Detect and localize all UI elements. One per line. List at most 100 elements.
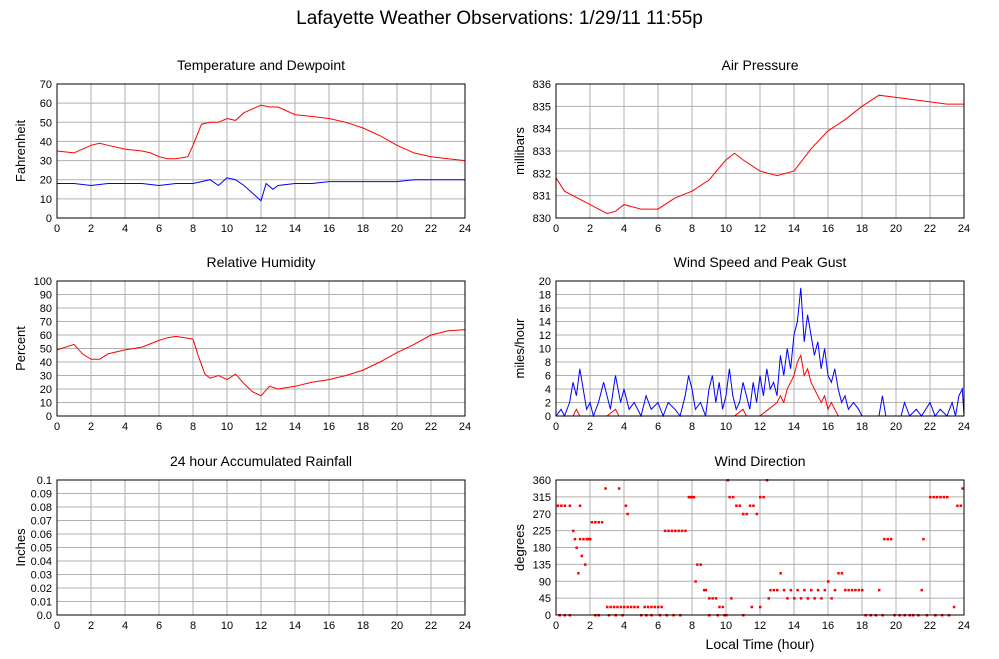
y-tick-label: 135: [533, 559, 551, 571]
data-point: [755, 512, 759, 516]
data-point: [759, 605, 762, 609]
y-tick-label: 60: [40, 98, 52, 110]
data-point: [752, 504, 755, 507]
y-tick-label: 0.02: [31, 583, 52, 595]
data-point: [952, 605, 956, 609]
data-point: [730, 597, 733, 600]
data-point: [803, 588, 806, 592]
data-point: [956, 504, 959, 507]
data-point: [589, 537, 592, 541]
y-tick-label: 0.01: [31, 597, 52, 609]
data-point: [609, 605, 612, 609]
data-point: [767, 597, 770, 600]
y-tick-label: 10: [40, 398, 52, 410]
y-axis-label: miles/hour: [512, 318, 527, 379]
data-point: [680, 529, 684, 533]
x-tick-label: 12: [255, 620, 267, 632]
x-tick-label: 8: [689, 223, 695, 235]
y-tick-label: 80: [40, 303, 52, 315]
x-tick-label: 4: [621, 421, 627, 433]
data-point: [597, 521, 600, 524]
x-tick-label: 0: [553, 620, 559, 632]
data-point: [583, 563, 587, 566]
data-point: [585, 537, 589, 541]
x-tick-label: 2: [88, 620, 94, 632]
x-tick-label: 10: [720, 620, 732, 632]
plot-frame: [555, 83, 965, 219]
data-point: [932, 495, 935, 499]
y-axis-label: millibars: [512, 127, 527, 175]
data-point: [578, 537, 582, 541]
data-point: [646, 605, 650, 609]
series-line-red: [556, 353, 964, 417]
data-point: [840, 572, 844, 575]
data-point: [577, 572, 580, 575]
x-tick-label: 16: [323, 223, 335, 235]
data-point: [692, 495, 696, 499]
x-tick-label: 0: [553, 223, 559, 235]
data-point: [816, 588, 820, 592]
y-tick-label: 20: [40, 384, 52, 396]
data-point: [619, 605, 623, 609]
x-tick-label: 22: [924, 620, 936, 632]
x-tick-label: 14: [788, 421, 800, 433]
x-tick-label: 18: [856, 620, 868, 632]
data-point: [883, 537, 886, 541]
data-point: [850, 588, 854, 592]
x-tick-label: 2: [587, 223, 593, 235]
x-tick-label: 8: [689, 620, 695, 632]
chart-title: 24 hour Accumulated Rainfall: [170, 453, 352, 469]
y-tick-label: 18: [539, 290, 551, 302]
x-tick-label: 20: [890, 620, 902, 632]
y-tick-label: 180: [533, 543, 551, 555]
y-axis-label: Inches: [13, 528, 28, 567]
data-point: [946, 495, 949, 499]
data-point: [582, 537, 585, 541]
data-point: [857, 588, 861, 592]
data-point: [626, 512, 629, 516]
x-tick-label: 4: [122, 223, 128, 235]
x-tick-label: 22: [924, 223, 936, 235]
y-tick-label: 60: [40, 330, 52, 342]
data-point: [629, 605, 633, 609]
y-tick-label: 14: [539, 317, 551, 329]
data-point: [830, 597, 833, 600]
x-tick-label: 14: [788, 223, 800, 235]
data-point: [854, 588, 857, 592]
chart-title: Air Pressure: [721, 57, 798, 73]
y-tick-label: 40: [40, 136, 52, 148]
data-point: [694, 580, 697, 583]
data-point: [776, 588, 779, 592]
y-tick-label: 20: [40, 175, 52, 187]
data-point: [612, 605, 616, 609]
data-point: [745, 512, 748, 516]
data-point: [889, 537, 893, 541]
data-point: [594, 521, 597, 524]
data-point: [606, 605, 609, 609]
series-line-red: [56, 329, 466, 397]
x-tick-label: 24: [459, 620, 471, 632]
x-tick-label: 0: [553, 421, 559, 433]
data-point: [961, 487, 964, 490]
x-tick-label: 0: [54, 620, 60, 632]
y-tick-label: 100: [34, 276, 52, 288]
data-point: [657, 605, 660, 609]
data-point: [572, 529, 575, 533]
y-tick-label: 835: [533, 101, 551, 113]
data-point: [820, 597, 823, 600]
y-axis-label: Percent: [13, 326, 28, 371]
data-point: [837, 572, 840, 575]
x-tick-label: 24: [459, 223, 471, 235]
data-point: [759, 495, 762, 499]
x-tick-label: 24: [958, 620, 970, 632]
x-tick-label: 6: [655, 421, 661, 433]
data-point: [935, 495, 939, 499]
data-point: [563, 504, 566, 507]
y-tick-label: 30: [40, 371, 52, 383]
x-tick-label: 12: [754, 421, 766, 433]
x-tick-label: 24: [958, 223, 970, 235]
y-tick-label: 45: [539, 593, 551, 605]
